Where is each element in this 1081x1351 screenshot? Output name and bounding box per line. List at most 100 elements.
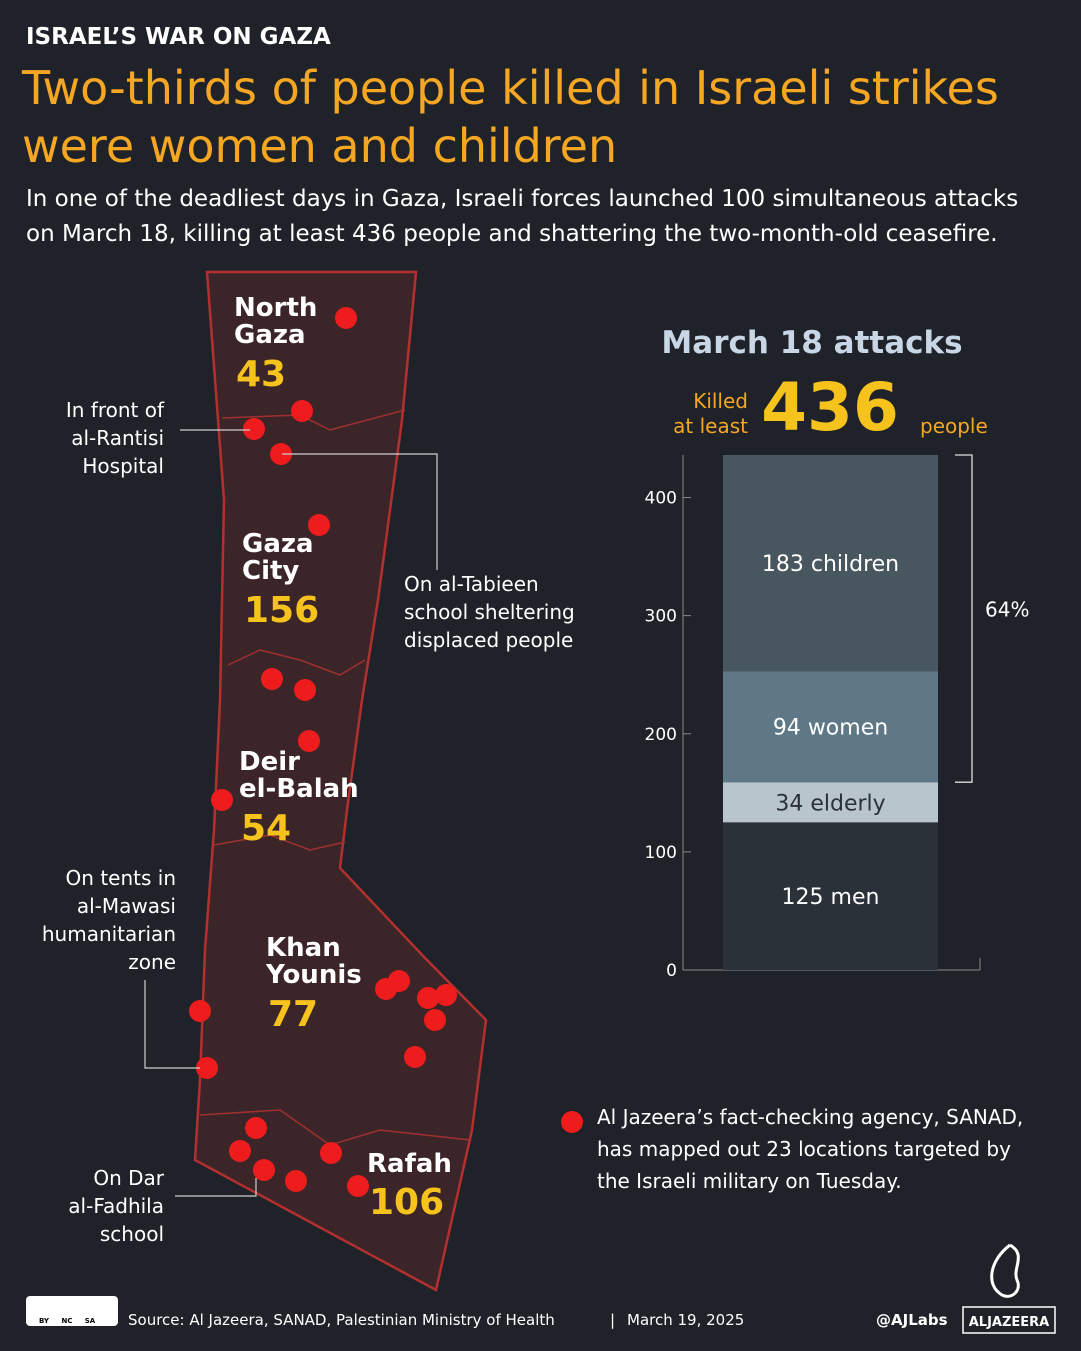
region-name-line: Younis (265, 960, 362, 990)
region-value: 43 (236, 354, 286, 395)
bar-segment (723, 671, 938, 783)
segment-name: elderly (810, 791, 885, 816)
region-name-line: Deir (239, 747, 300, 777)
target-dot (347, 1175, 369, 1197)
annotation: school sheltering (404, 600, 575, 624)
chart-title: March 18 attacks (661, 325, 962, 361)
kicker: ISRAEL’S WAR ON GAZA (26, 24, 331, 50)
annotation: al-Rantisi (71, 426, 164, 450)
annotation: On tents in (66, 866, 176, 890)
date: March 19, 2025 (627, 1311, 744, 1329)
segment-value: 34 (775, 791, 803, 816)
subtitle: In one of the deadliest days in Gaza, Is… (26, 186, 1018, 212)
subtitle: on March 18, killing at least 436 people… (26, 221, 998, 247)
bar-segment (723, 822, 938, 970)
target-dot (388, 970, 410, 992)
note: the Israeli military on Tuesday. (597, 1169, 902, 1193)
segment-name: children (811, 552, 899, 577)
region-name-line: Gaza (234, 320, 306, 350)
segment-label: 125 men (782, 885, 880, 910)
bar-segment (723, 782, 938, 823)
segment-value: 94 (773, 716, 801, 741)
total-suffix: people (920, 414, 988, 438)
target-dot (270, 443, 292, 465)
bar-segment (723, 455, 938, 672)
license: NC (62, 1317, 73, 1325)
region-name: Deir el-Balah (239, 747, 359, 804)
annotation: humanitarian (42, 922, 176, 946)
title: were women and children (22, 119, 617, 173)
region-name-line: el-Balah (239, 774, 359, 804)
leader-line (144, 429, 438, 1197)
segment-label: 183 children (762, 552, 899, 577)
total-prefix: Killed (693, 389, 748, 413)
target-dot (298, 730, 320, 752)
annotation: al-Fadhila (68, 1194, 164, 1218)
region-value: 77 (268, 994, 318, 1035)
target-dot (189, 1000, 211, 1022)
region-name: Rafah (367, 1149, 452, 1179)
region-name: Khan Younis (265, 933, 362, 990)
region-name-line: Khan (266, 933, 341, 963)
target-dot (308, 514, 330, 536)
segment-label: 94 women (773, 716, 888, 741)
source: Source: Al Jazeera, SANAD, Palestinian M… (128, 1311, 555, 1329)
y-tick-label: 0 (666, 961, 677, 981)
segment-value: 183 (762, 552, 804, 577)
target-dot (294, 679, 316, 701)
target-dot (404, 1046, 426, 1068)
separator: | (610, 1311, 615, 1329)
target-dot (211, 789, 233, 811)
segment-label: 34 elderly (775, 791, 885, 816)
region-name-line: Gaza (242, 529, 314, 559)
district-border (199, 409, 471, 1146)
note: Al Jazeera’s fact-checking agency, SANAD… (597, 1105, 1023, 1129)
y-tick-label: 300 (645, 607, 677, 627)
target-dot (261, 668, 283, 690)
segment-value: 125 (782, 885, 824, 910)
region-name-line: North (234, 293, 317, 323)
total-prefix: at least (673, 414, 748, 438)
target-dot (253, 1159, 275, 1181)
license-badge (26, 1296, 118, 1326)
target-dot (417, 987, 439, 1009)
y-tick-label: 100 (645, 843, 677, 863)
region-value: 106 (369, 1182, 444, 1223)
target-dot (285, 1170, 307, 1192)
annotation: school (100, 1222, 164, 1246)
segment-name: men (831, 885, 880, 910)
region-name: North Gaza (234, 293, 317, 350)
logo-box (962, 1306, 1056, 1334)
region-name-line: City (242, 556, 299, 586)
logo: ALJAZEERA (969, 1315, 1050, 1330)
target-dot (320, 1142, 342, 1164)
annotation: On Dar (93, 1166, 164, 1190)
target-dot (243, 418, 265, 440)
total-value: 436 (761, 369, 899, 446)
note: has mapped out 23 locations targeted by (597, 1137, 1011, 1161)
y-tick-label: 400 (645, 489, 677, 509)
title: Two-thirds of people killed in Israeli s… (21, 61, 999, 115)
annotation: In front of (66, 398, 165, 422)
y-tick-label: 200 (645, 725, 677, 745)
target-dot (424, 1009, 446, 1031)
target-dot (435, 984, 457, 1006)
region-value: 156 (244, 590, 319, 631)
region-name: Gaza City (242, 529, 314, 586)
legend-dot (561, 1111, 583, 1133)
annotation: Hospital (82, 454, 164, 478)
bracket-label: 64% (985, 598, 1029, 622)
bracket (955, 454, 973, 783)
annotation: al-Mawasi (77, 894, 176, 918)
annotation: displaced people (404, 628, 573, 652)
region-value: 54 (241, 808, 291, 849)
handle: @AJLabs (876, 1311, 948, 1329)
license: BY (39, 1317, 50, 1325)
logo-mark (990, 1243, 1020, 1298)
license: SA (85, 1317, 96, 1325)
target-dot (196, 1057, 218, 1079)
target-dot (335, 307, 357, 329)
annotation: zone (128, 950, 176, 974)
segment-name: women (808, 716, 888, 741)
